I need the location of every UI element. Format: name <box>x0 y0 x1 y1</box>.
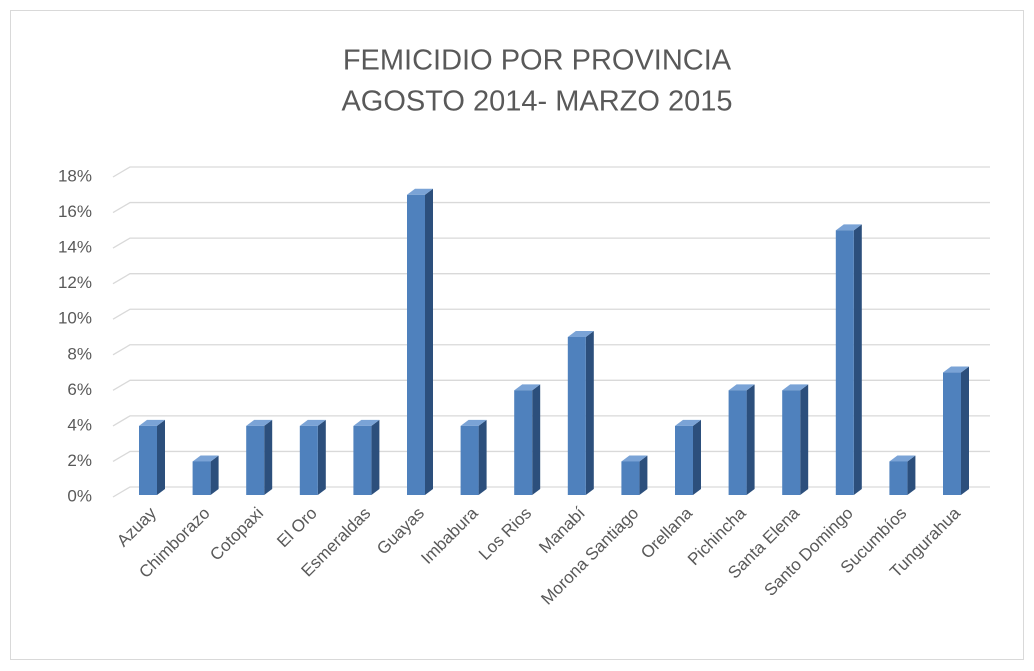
y-tick-label: 12% <box>58 273 92 292</box>
bar-side <box>907 455 916 495</box>
y-tick-label: 16% <box>58 202 92 221</box>
bar-front <box>782 390 801 495</box>
bar-side <box>210 455 219 495</box>
grid-line <box>112 308 990 320</box>
bar <box>567 331 594 495</box>
bar <box>299 419 326 495</box>
bar-side <box>800 384 809 495</box>
grid-line <box>112 450 990 463</box>
bar-top <box>192 455 219 462</box>
bar-side <box>317 419 326 495</box>
bar-side <box>532 384 541 495</box>
bar-top <box>567 331 594 337</box>
bar-front <box>353 425 372 495</box>
grid-line <box>112 486 990 498</box>
bar-top <box>514 384 541 391</box>
bar-side <box>853 224 862 496</box>
grid-line <box>112 344 990 356</box>
bar <box>514 384 541 495</box>
bar-front <box>621 461 640 495</box>
chart-title: FEMICIDIO POR PROVINCIA <box>343 45 732 77</box>
bar <box>139 419 165 495</box>
grid-line <box>112 273 990 285</box>
bar <box>889 455 916 495</box>
bar-front <box>139 425 157 495</box>
bar-top <box>943 366 969 373</box>
bar-front <box>460 425 479 495</box>
bar-side <box>693 419 701 495</box>
y-tick-label: 6% <box>67 380 92 399</box>
bar-top <box>353 419 380 426</box>
y-tick-label: 18% <box>58 166 92 185</box>
y-tick-label: 8% <box>67 344 92 363</box>
chart-subtitle: AGOSTO 2014- MARZO 2015 <box>341 86 732 118</box>
bar-top <box>460 419 487 426</box>
grid-line <box>112 379 990 391</box>
bar-side <box>961 366 969 495</box>
bar-front <box>567 337 586 495</box>
bar-top <box>889 455 916 462</box>
bar <box>782 384 809 495</box>
bar <box>407 188 433 495</box>
y-tick-label: 0% <box>67 486 92 505</box>
bar-front <box>943 372 961 495</box>
bar-front <box>299 425 318 495</box>
bar-side <box>585 331 594 495</box>
grid-line <box>112 237 990 249</box>
bar <box>192 455 219 495</box>
bar-front <box>514 390 533 495</box>
bar-side <box>264 419 273 495</box>
bar <box>835 224 862 496</box>
bar-top <box>675 419 701 426</box>
bar-side <box>639 455 648 495</box>
bar <box>621 455 648 495</box>
bar <box>246 419 273 495</box>
bar-top <box>139 419 165 426</box>
bar-front <box>728 390 747 495</box>
bar-front <box>192 461 211 495</box>
bar-top <box>728 384 755 391</box>
bar-top <box>835 224 862 231</box>
bar-front <box>675 425 693 495</box>
bar <box>675 419 701 495</box>
bar-front <box>889 461 908 495</box>
bar <box>943 366 969 495</box>
bar-top <box>621 455 648 462</box>
bar-front <box>835 230 854 496</box>
bar-front <box>407 194 425 495</box>
y-tick-label: 2% <box>67 451 92 470</box>
bar-side <box>157 419 165 495</box>
bar-side <box>425 188 433 495</box>
bar <box>728 384 755 495</box>
grid-line <box>112 415 990 427</box>
grid-line <box>112 201 990 214</box>
bar <box>460 419 487 495</box>
y-tick-label: 10% <box>58 309 92 328</box>
bar-top <box>782 384 809 391</box>
bar <box>353 419 380 495</box>
y-tick-label: 14% <box>58 238 92 257</box>
y-tick-label: 4% <box>67 415 92 434</box>
bar-top <box>246 419 273 426</box>
bar-front <box>246 425 265 495</box>
grid-line <box>112 166 990 178</box>
bar-side <box>478 419 487 495</box>
bar-side <box>371 419 380 495</box>
bar-top <box>407 188 433 195</box>
bar-side <box>746 384 755 495</box>
bar-top <box>299 419 326 426</box>
